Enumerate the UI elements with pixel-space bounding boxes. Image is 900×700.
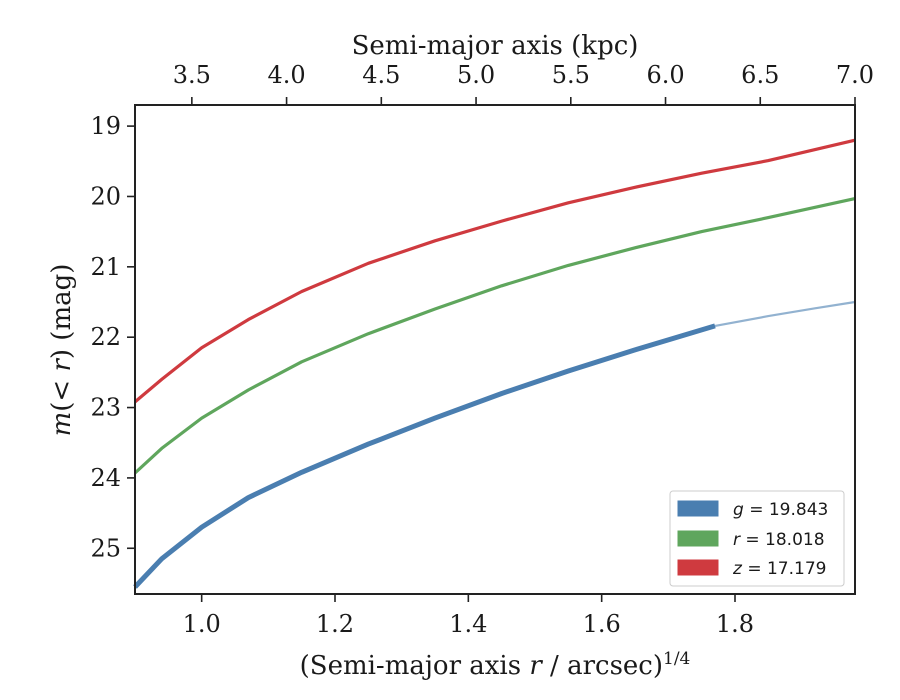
y-axis-left: 19 20 21 22 23 24 25 — [90, 112, 135, 562]
x-axis-bottom: 1.0 1.2 1.4 1.6 1.8 — [183, 594, 754, 638]
legend-label-z: z = 17.179 — [732, 559, 826, 579]
legend: g = 19.843 r = 18.018 z = 17.179 — [669, 490, 845, 587]
legend-swatch-r — [677, 530, 719, 547]
top-tick-label: 7.0 — [836, 61, 874, 89]
top-tick-label: 6.0 — [646, 61, 684, 89]
top-tick-label: 4.0 — [267, 61, 305, 89]
x-tick-label: 1.0 — [183, 610, 221, 638]
top-tick-label: 6.5 — [741, 61, 779, 89]
series-layer — [133, 138, 856, 589]
x-tick-label: 1.8 — [716, 610, 754, 638]
x-axis-top: 3.5 4.0 4.5 5.0 5.5 6.0 6.5 7.0 — [173, 61, 874, 105]
y-tick-label: 25 — [90, 534, 121, 562]
top-tick-label: 4.5 — [362, 61, 400, 89]
top-x-axis-title: Semi-major axis (kpc) — [352, 31, 639, 61]
y-tick-label: 23 — [90, 394, 121, 422]
x-tick-label: 1.4 — [449, 610, 487, 638]
x-tick-label: 1.6 — [583, 610, 621, 638]
series-line-z — [133, 138, 856, 404]
series-line-g — [133, 323, 716, 589]
y-tick-label: 22 — [90, 323, 121, 351]
legend-label-r: r = 18.018 — [733, 530, 825, 550]
y-tick-label: 19 — [90, 112, 121, 140]
legend-swatch-z — [677, 559, 719, 576]
y-axis-title: m(< r) (mag) — [47, 264, 77, 437]
x-axis-title: (Semi-major axis r / arcsec)1/4 — [300, 649, 691, 681]
legend-swatch-g — [677, 500, 719, 517]
plot-frame — [134, 104, 856, 595]
y-tick-label: 24 — [90, 464, 121, 492]
top-tick-label: 5.0 — [457, 61, 495, 89]
top-tick-label: 3.5 — [173, 61, 211, 89]
legend-label-g: g = 19.843 — [733, 500, 828, 520]
top-tick-label: 5.5 — [552, 61, 590, 89]
x-tick-label: 1.2 — [316, 610, 354, 638]
series-line-g-extension — [714, 300, 856, 327]
series-line-r — [133, 197, 856, 475]
y-tick-label: 20 — [90, 182, 121, 210]
y-tick-label: 21 — [90, 253, 121, 281]
